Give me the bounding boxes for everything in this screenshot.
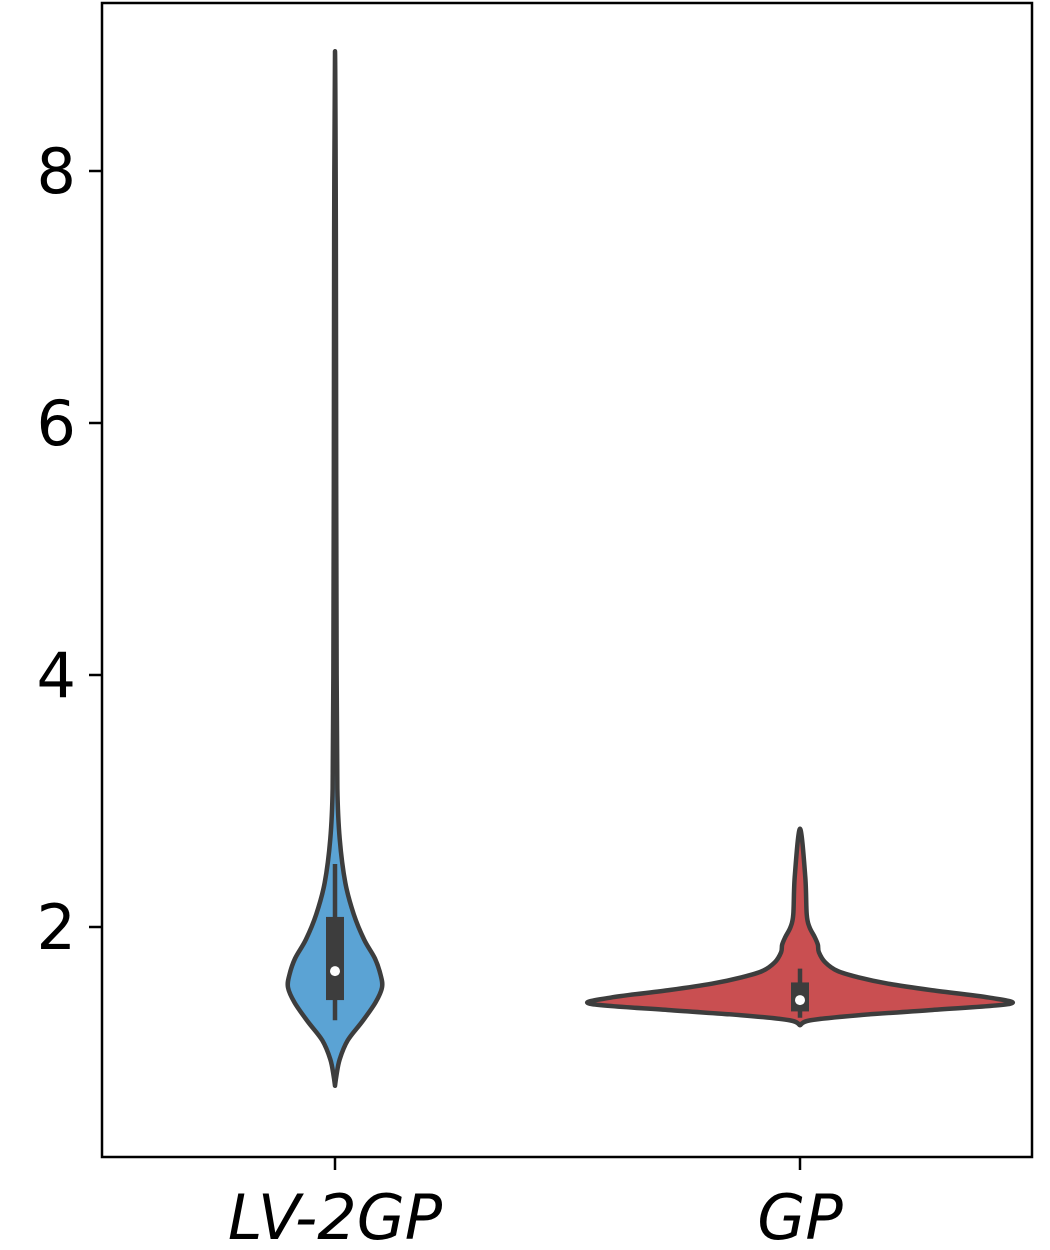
y-tick-label-6: 6 <box>37 387 76 460</box>
y-tick-label-4: 4 <box>37 639 76 712</box>
median-dot-lv-2gp <box>330 966 340 977</box>
violin-lv-2gp <box>285 49 385 1089</box>
plot-frame <box>100 1 1034 1159</box>
plot-background <box>102 3 1032 1157</box>
median-dot-gp <box>795 995 805 1006</box>
violin-gp <box>585 826 1015 1028</box>
iqr-box-lv-2gp <box>326 916 344 1001</box>
x-tick-label-lv-2gp: LV-2GP <box>228 1181 443 1250</box>
y-tick-label-8: 8 <box>37 135 76 208</box>
y-axis: 2 4 6 8 <box>37 135 102 964</box>
x-axis: LV-2GP GP <box>228 1157 843 1250</box>
y-tick-label-2: 2 <box>37 891 76 964</box>
x-tick-label-gp: GP <box>757 1181 843 1250</box>
inner-boxplots-layer <box>326 864 809 1021</box>
violins-layer <box>285 49 1015 1089</box>
